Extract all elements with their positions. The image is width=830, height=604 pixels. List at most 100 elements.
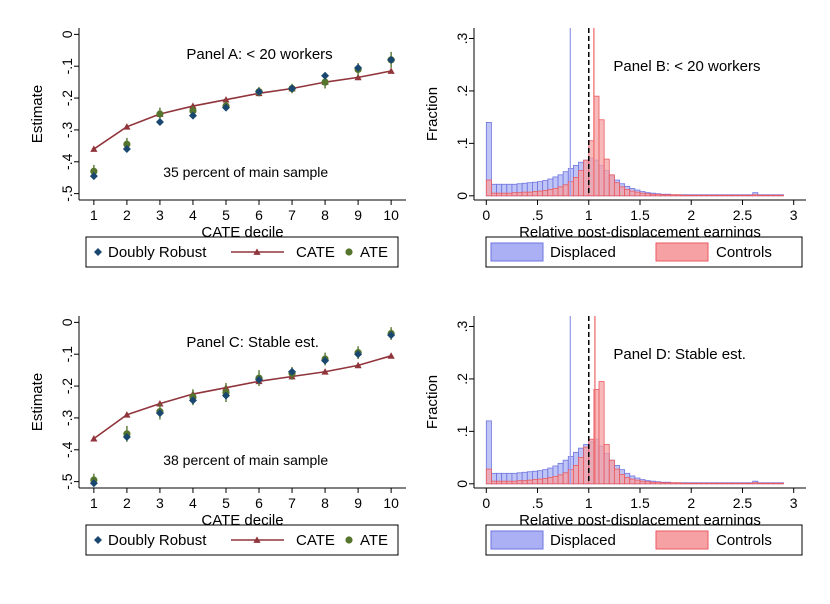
x-tick-label: 6	[255, 207, 263, 223]
controls-bar	[532, 479, 538, 485]
x-tick-label: 2	[687, 207, 695, 223]
controls-bar	[613, 182, 620, 197]
controls-bar	[757, 194, 764, 197]
x-tick-label: 4	[189, 495, 197, 511]
legend-doubly-robust-label: Doubly Robust	[108, 532, 207, 549]
sample-note: 35 percent of main sample	[163, 164, 328, 180]
cate-line	[93, 70, 392, 150]
controls-bar	[706, 194, 713, 197]
x-tick-label: .5	[532, 207, 544, 223]
controls-bar	[685, 482, 692, 485]
doubly-robust-point	[89, 172, 98, 181]
controls-bar	[521, 191, 528, 197]
x-tick-label: 3	[156, 207, 164, 223]
legend-ate-icon	[345, 248, 353, 256]
controls-bar	[496, 192, 503, 197]
controls-bar	[665, 194, 672, 197]
controls-bar	[726, 194, 733, 197]
doubly-robust-point	[387, 331, 396, 340]
legend-ate-icon	[345, 536, 353, 544]
doubly-robust-point	[122, 145, 131, 154]
panel-annotation: Panel C: Stable est.	[186, 334, 319, 351]
panel-annotation: Panel A: < 20 workers	[186, 46, 332, 63]
controls-bar	[634, 191, 641, 197]
cate-marker	[354, 73, 362, 81]
y-tick-label: -.2	[59, 90, 75, 107]
controls-bar	[583, 159, 590, 197]
controls-bar	[491, 192, 497, 197]
controls-bar	[747, 194, 754, 197]
controls-bar	[593, 95, 600, 197]
controls-bar	[736, 194, 743, 197]
x-tick-label: 7	[288, 495, 296, 511]
controls-bar	[588, 140, 595, 197]
x-tick-label: 9	[354, 495, 362, 511]
doubly-robust-point	[188, 396, 197, 405]
doubly-robust-point	[288, 84, 297, 93]
doubly-robust-point	[255, 375, 264, 384]
controls-bar	[572, 465, 579, 485]
controls-bar	[706, 482, 713, 485]
y-tick-label: 0	[59, 318, 75, 326]
cate-marker	[90, 145, 98, 152]
controls-bar	[752, 482, 759, 485]
controls-bar	[742, 482, 748, 485]
controls-bar	[747, 482, 754, 485]
legend-doubly-robust-icon	[94, 536, 102, 544]
legend-doubly-robust-label: Doubly Robust	[108, 244, 207, 261]
legend-ate-label: ATE	[360, 532, 388, 549]
y-tick-label: -.3	[59, 122, 75, 139]
doubly-robust-point	[387, 55, 396, 64]
x-tick-label: 2	[123, 495, 131, 511]
controls-bar	[598, 381, 605, 485]
controls-bar	[491, 480, 497, 485]
cate-marker	[123, 123, 131, 130]
cate-marker	[354, 361, 362, 369]
doubly-robust-point	[155, 117, 164, 126]
controls-bar	[731, 482, 738, 485]
controls-bar	[644, 193, 651, 197]
controls-bar	[608, 459, 615, 485]
controls-bar	[552, 188, 559, 197]
controls-bar	[506, 480, 513, 485]
legend-controls-icon	[655, 530, 709, 550]
controls-bar	[598, 119, 605, 197]
legend: Doubly Robust CATE ATE	[85, 524, 399, 556]
x-tick-label: 5	[222, 207, 230, 223]
y-axis-label: Estimate	[29, 85, 46, 143]
legend-controls-icon	[655, 242, 709, 262]
controls-bar	[496, 480, 503, 485]
y-tick-label: .3	[454, 32, 470, 44]
cate-line	[93, 355, 392, 440]
x-tick-label: 8	[321, 495, 329, 511]
controls-bar	[731, 194, 738, 197]
controls-bar	[634, 479, 641, 485]
controls-bar	[757, 482, 764, 485]
controls-bar	[537, 478, 544, 485]
controls-bar	[639, 480, 646, 485]
sample-note: 38 percent of main sample	[163, 452, 328, 468]
legend-controls-label: Controls	[716, 532, 772, 549]
controls-bar	[583, 446, 590, 485]
controls-bar	[772, 194, 779, 197]
doubly-robust-point	[321, 71, 330, 80]
cate-marker	[189, 102, 197, 109]
legend-controls-label: Controls	[716, 244, 772, 261]
x-tick-label: 1.5	[630, 495, 650, 511]
controls-bar	[716, 194, 723, 197]
legend-displaced-icon	[490, 530, 544, 550]
x-tick-label: 1	[90, 495, 98, 511]
controls-bar	[532, 191, 538, 197]
ate-point	[123, 140, 131, 148]
legend: Displaced Controls	[485, 524, 803, 556]
doubly-robust-point	[255, 87, 264, 96]
y-axis-label: Estimate	[29, 373, 46, 431]
cate-marker	[123, 411, 131, 418]
x-tick-label: 7	[288, 207, 296, 223]
controls-bar	[578, 457, 585, 485]
y-tick-label: 0	[454, 480, 470, 488]
controls-bar	[629, 478, 636, 485]
cate-marker	[321, 368, 329, 375]
